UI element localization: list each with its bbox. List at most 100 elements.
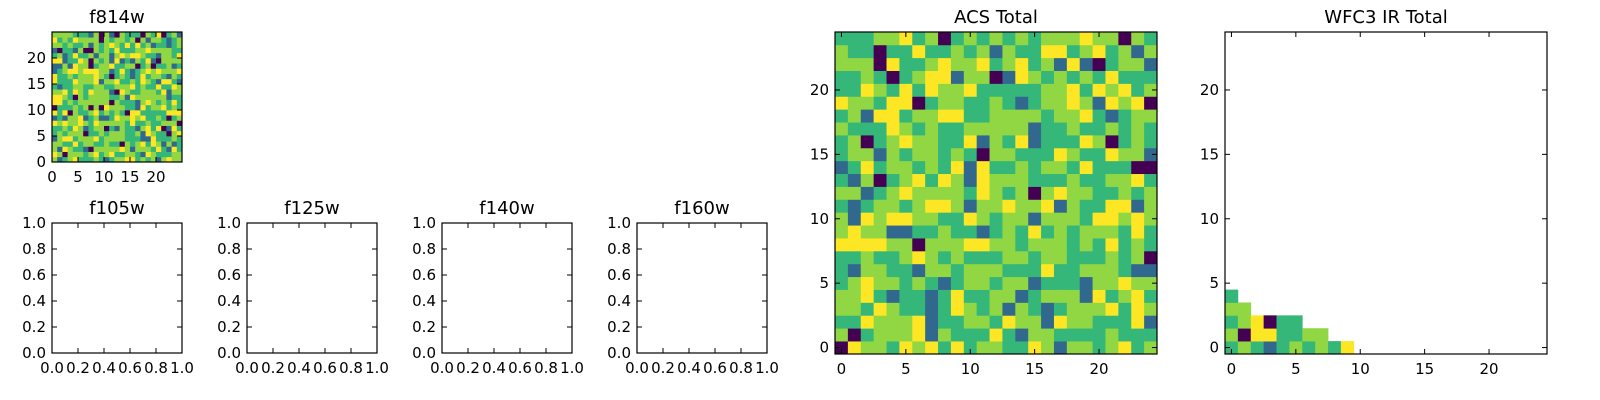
heatmap-cell bbox=[119, 136, 126, 142]
heatmap-cell bbox=[130, 99, 136, 106]
heatmap-cell bbox=[57, 141, 63, 147]
heatmap-cell bbox=[1263, 315, 1277, 329]
heatmap-cell bbox=[835, 276, 849, 290]
heatmap-cell bbox=[835, 250, 849, 265]
heatmap-cell bbox=[67, 52, 74, 59]
heatmap-cell bbox=[156, 52, 162, 59]
heatmap-cell bbox=[57, 151, 63, 158]
heatmap-cell bbox=[156, 156, 162, 163]
heatmap-cell bbox=[873, 147, 887, 162]
heatmap-cell bbox=[140, 156, 146, 163]
heatmap-cell bbox=[976, 315, 990, 329]
heatmap-cell bbox=[145, 78, 152, 85]
heatmap-cell bbox=[938, 263, 952, 278]
heatmap-cell bbox=[130, 47, 136, 54]
heatmap-cell bbox=[62, 78, 68, 85]
heatmap-cell bbox=[1302, 328, 1316, 342]
x-tick-label: 15 bbox=[1415, 360, 1434, 378]
heatmap-cell bbox=[88, 89, 94, 95]
heatmap-cell bbox=[176, 68, 183, 74]
heatmap-cell bbox=[1092, 32, 1106, 46]
heatmap-cell bbox=[899, 250, 913, 265]
heatmap-cell bbox=[912, 250, 926, 265]
heatmap-cell bbox=[912, 238, 926, 252]
heatmap-cell bbox=[1015, 341, 1029, 355]
heatmap-cell bbox=[156, 146, 162, 152]
heatmap-cell bbox=[83, 52, 89, 59]
heatmap-cell bbox=[1053, 225, 1068, 239]
heatmap-cell bbox=[166, 52, 172, 59]
heatmap-cell bbox=[1079, 70, 1093, 84]
heatmap-cell bbox=[124, 52, 131, 59]
heatmap-cell bbox=[1131, 147, 1145, 162]
heatmap-cell bbox=[83, 58, 89, 64]
heatmap-cell bbox=[925, 173, 939, 187]
heatmap-cell bbox=[963, 44, 978, 59]
heatmap-cell bbox=[1041, 328, 1055, 342]
heatmap-cell bbox=[950, 57, 965, 71]
heatmap-cell bbox=[145, 84, 152, 90]
x-tick-label: 5 bbox=[1291, 360, 1301, 378]
heatmap-cell bbox=[124, 42, 131, 48]
heatmap-cell bbox=[1131, 328, 1145, 342]
heatmap-cell bbox=[873, 341, 887, 355]
x-tick-label: 0.6 bbox=[118, 359, 142, 377]
heatmap-cell bbox=[124, 125, 131, 132]
x-tick-label: 0.4 bbox=[92, 359, 116, 377]
heatmap-cell bbox=[963, 289, 978, 303]
heatmap-cell bbox=[150, 63, 157, 69]
heatmap-cell bbox=[860, 32, 874, 46]
heatmap-cell bbox=[1118, 135, 1132, 149]
axes-frame-f125w bbox=[246, 222, 378, 354]
ticks-f125w: 0.0 0.2 0.4 0.6 0.8 1.00.00.20.40.60.81.0 bbox=[217, 214, 389, 377]
heatmap-cell bbox=[130, 151, 136, 158]
heatmap-cell bbox=[950, 212, 965, 226]
heatmap-cell bbox=[104, 115, 110, 121]
panel-wfc3-ir-total: WFC3 IR Total 0 5 10 15 20 0 5 10 15 20 bbox=[1200, 7, 1548, 378]
heatmap-cell bbox=[963, 186, 978, 200]
heatmap-cell bbox=[145, 136, 152, 142]
heatmap-cell bbox=[166, 146, 172, 152]
cells-f814w bbox=[52, 32, 183, 163]
heatmap-cell bbox=[52, 52, 58, 59]
heatmap-cell bbox=[976, 238, 990, 252]
heatmap-cell bbox=[119, 78, 126, 85]
heatmap-cell bbox=[1066, 122, 1081, 136]
heatmap-cell bbox=[171, 110, 178, 116]
heatmap-cell bbox=[93, 104, 100, 111]
heatmap-cell bbox=[1066, 212, 1081, 226]
heatmap-cell bbox=[104, 73, 110, 80]
heatmap-cell bbox=[1002, 173, 1016, 187]
heatmap-cell bbox=[1053, 289, 1068, 303]
heatmap-cell bbox=[1131, 173, 1145, 187]
heatmap-cell bbox=[57, 63, 63, 69]
heatmap-cell bbox=[1028, 263, 1042, 278]
heatmap-cell bbox=[135, 78, 141, 85]
heatmap-cell bbox=[873, 135, 887, 149]
heatmap-cell bbox=[119, 110, 126, 116]
heatmap-cell bbox=[93, 63, 100, 69]
heatmap-cell bbox=[1105, 276, 1119, 290]
heatmap-cell bbox=[1225, 328, 1239, 342]
heatmap-cell bbox=[1250, 328, 1264, 342]
heatmap-cell bbox=[1144, 199, 1158, 213]
y-tick-label: 0.8 bbox=[412, 240, 436, 258]
heatmap-cell bbox=[156, 120, 162, 126]
heatmap-cell bbox=[109, 47, 115, 54]
heatmap-cell bbox=[847, 276, 862, 290]
heatmap-cell bbox=[93, 68, 100, 74]
heatmap-cell bbox=[912, 83, 926, 97]
heatmap-cell bbox=[135, 32, 141, 38]
heatmap-cell bbox=[156, 89, 162, 95]
heatmap-cell bbox=[145, 89, 152, 95]
heatmap-cell bbox=[72, 120, 79, 126]
heatmap-cell bbox=[135, 99, 141, 106]
heatmap-cell bbox=[1144, 122, 1158, 136]
heatmap-cell bbox=[912, 302, 926, 316]
heatmap-cell bbox=[989, 186, 1003, 200]
heatmap-cell bbox=[1092, 147, 1106, 162]
heatmap-cell bbox=[88, 42, 94, 48]
heatmap-cell bbox=[119, 89, 126, 95]
heatmap-cell bbox=[873, 70, 887, 84]
panel-f125w: f125w 0.0 0.2 0.4 0.6 0.8 1.00.00.20.40.60.81… bbox=[217, 198, 389, 377]
